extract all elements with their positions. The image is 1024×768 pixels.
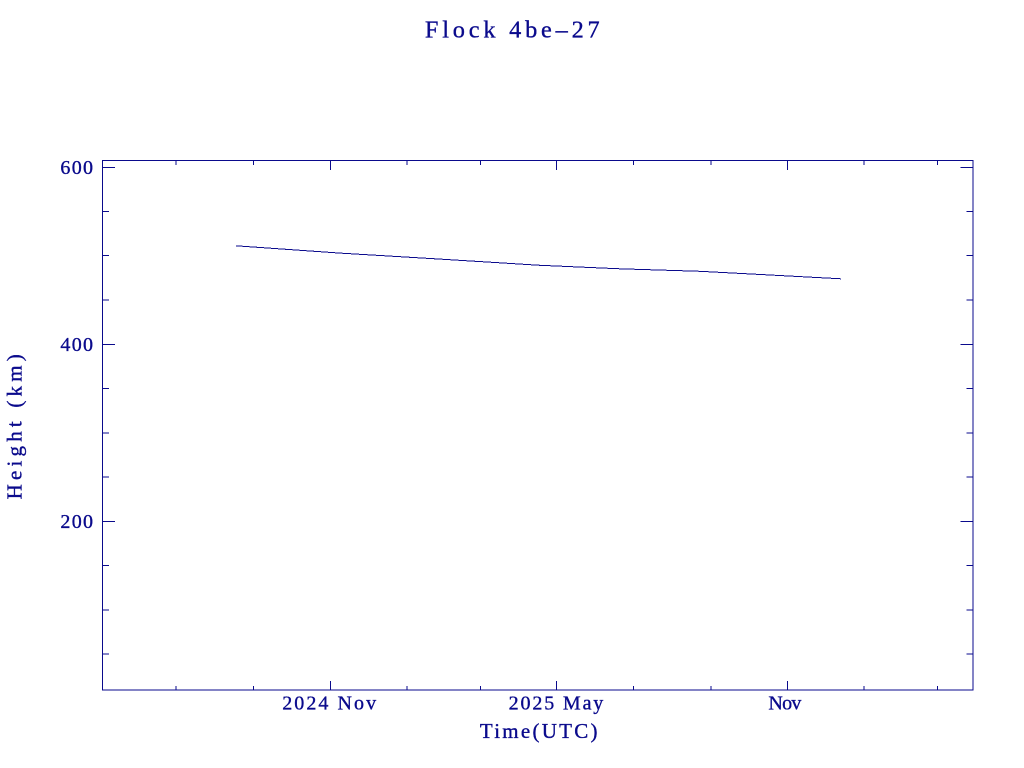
svg-text:Time(UTC): Time(UTC) (480, 719, 600, 743)
svg-text:Flock 4be–27: Flock 4be–27 (425, 17, 604, 44)
svg-text:Height (km): Height (km) (3, 350, 27, 499)
svg-text:400: 400 (60, 334, 94, 356)
svg-text:200: 200 (60, 511, 94, 533)
svg-text:2024 Nov: 2024 Nov (282, 692, 378, 714)
svg-text:Nov: Nov (768, 692, 801, 714)
svg-text:2025 May: 2025 May (509, 692, 606, 714)
svg-text:600: 600 (60, 157, 94, 179)
